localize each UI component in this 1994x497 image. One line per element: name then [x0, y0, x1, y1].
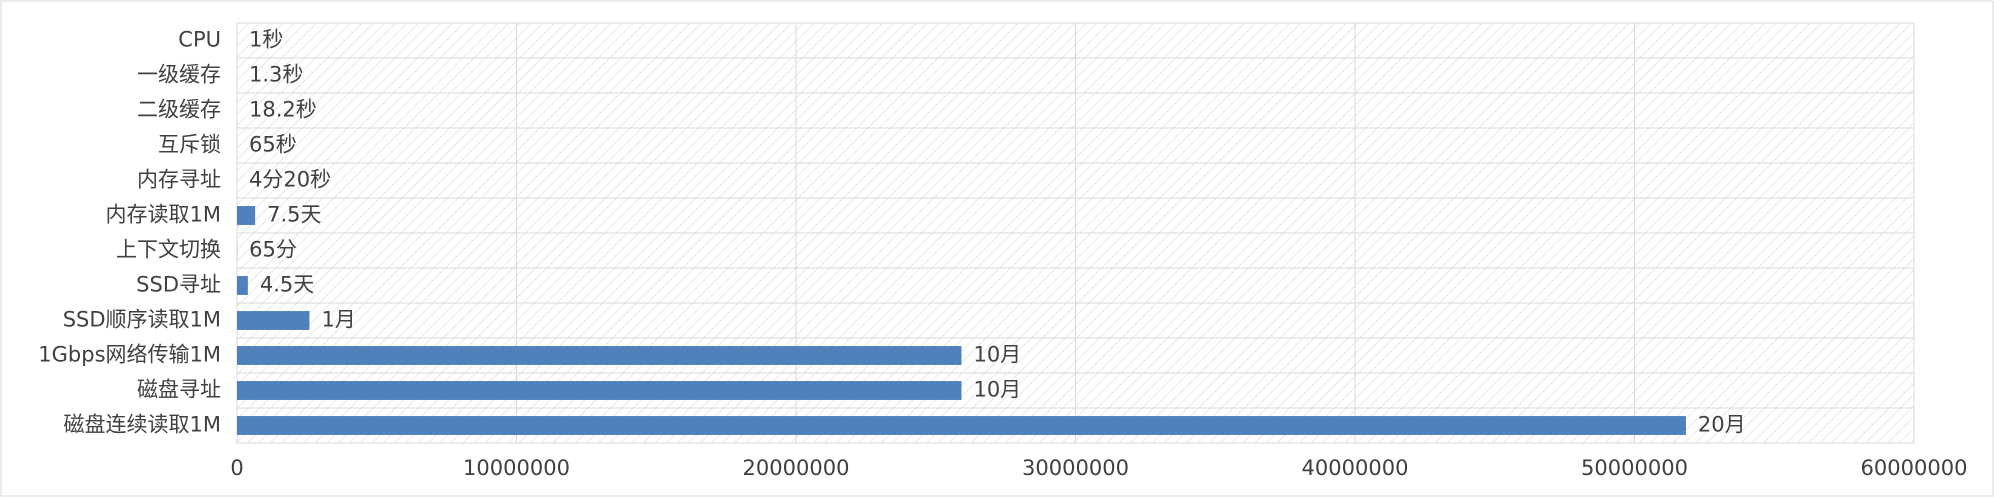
y-tick-label: 内存读取1M [106, 203, 221, 227]
x-tick-label: 10000000 [463, 456, 570, 480]
x-tick-label: 30000000 [1022, 456, 1129, 480]
y-tick-label: 二级缓存 [137, 98, 221, 122]
x-tick-label: 50000000 [1581, 456, 1688, 480]
y-tick-label: 内存寻址 [137, 168, 221, 192]
y-tick-label: 磁盘寻址 [137, 378, 221, 402]
bar [237, 381, 962, 400]
bar [237, 206, 256, 225]
value-label: 7.5天 [267, 203, 321, 227]
bar [237, 416, 1686, 435]
value-label: 65秒 [249, 133, 297, 157]
x-tick-label: 60000000 [1861, 456, 1968, 480]
y-tick-label: SSD顺序读取1M [63, 308, 221, 332]
bar [237, 346, 962, 365]
value-label: 20月 [1698, 413, 1746, 437]
x-tick-label: 0 [230, 456, 243, 480]
value-label: 4分20秒 [249, 168, 331, 192]
bar [237, 311, 310, 330]
value-label: 10月 [973, 378, 1021, 402]
y-tick-label: 互斥锁 [158, 133, 221, 157]
value-label: 10月 [973, 343, 1021, 367]
y-tick-label: CPU [178, 28, 221, 52]
value-label: 4.5天 [260, 273, 314, 297]
bar [237, 276, 248, 295]
value-label: 1秒 [249, 28, 283, 52]
value-label: 18.2秒 [249, 98, 317, 122]
y-tick-label: SSD寻址 [136, 273, 221, 297]
x-tick-label: 20000000 [743, 456, 850, 480]
y-tick-label: 上下文切换 [116, 238, 221, 262]
value-label: 1月 [321, 308, 355, 332]
y-tick-label: 一级缓存 [137, 63, 221, 87]
x-tick-label: 40000000 [1302, 456, 1409, 480]
value-label: 1.3秒 [249, 63, 303, 87]
y-tick-label: 1Gbps网络传输1M [38, 343, 221, 367]
y-tick-label: 磁盘连续读取1M [64, 413, 221, 437]
value-label: 65分 [249, 238, 297, 262]
